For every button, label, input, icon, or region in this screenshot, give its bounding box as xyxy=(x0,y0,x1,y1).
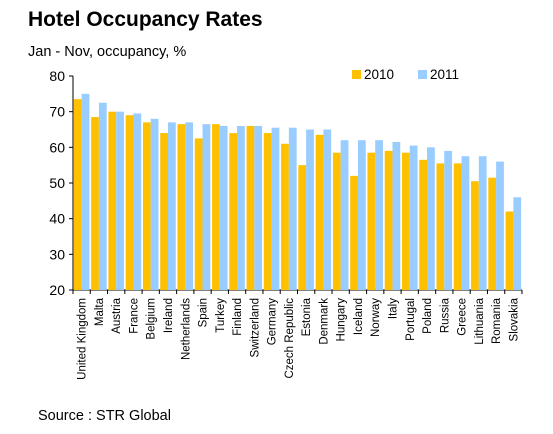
bar-2011 xyxy=(392,141,401,290)
bar-2011 xyxy=(185,122,194,290)
bar-2011 xyxy=(357,140,366,290)
bar-2010 xyxy=(350,175,358,290)
x-tick-label: Spain xyxy=(198,298,210,327)
x-tick-label: Netherlands xyxy=(180,298,192,360)
bar-2011 xyxy=(306,129,314,290)
bar-2010 xyxy=(160,133,168,290)
x-tick-label: Portugal xyxy=(405,298,417,341)
x-tick-label: Finland xyxy=(232,298,244,336)
bar-2010 xyxy=(91,117,99,291)
bar-2010 xyxy=(281,143,289,290)
bar-2011 xyxy=(81,93,90,290)
bar-2010 xyxy=(332,152,341,290)
x-tick-label: Greece xyxy=(457,298,469,336)
bar-2010 xyxy=(401,152,410,290)
legend-swatch-2011 xyxy=(418,70,427,79)
bar-2010 xyxy=(212,124,220,291)
chart-title: Hotel Occupancy Rates xyxy=(28,8,263,31)
y-tick-label: 30 xyxy=(49,246,65,262)
x-tick-label: Russia xyxy=(439,297,451,333)
x-tick-label: Romania xyxy=(491,297,503,344)
bar-2011 xyxy=(461,156,470,290)
bar-2010 xyxy=(246,125,255,290)
y-tick-label: 70 xyxy=(49,104,65,120)
x-tick-label: Slovakia xyxy=(508,297,520,341)
x-tick-label: Ireland xyxy=(163,298,175,333)
y-tick-label: 50 xyxy=(49,175,65,191)
legend-swatch-2010 xyxy=(352,70,361,79)
x-tick-label: United Kingdom xyxy=(77,298,89,380)
y-tick-label: 60 xyxy=(49,139,65,155)
y-tick-label: 20 xyxy=(49,282,65,298)
bar-2011 xyxy=(254,125,263,290)
legend-label-2010: 2010 xyxy=(364,67,394,82)
x-tick-label: Poland xyxy=(422,298,434,334)
bar-2010 xyxy=(471,181,479,290)
x-tick-label: France xyxy=(128,298,140,334)
bar-2011 xyxy=(444,150,453,290)
legend-label-2011: 2011 xyxy=(430,67,459,82)
x-tick-label: Austria xyxy=(111,297,123,333)
bar-2011 xyxy=(271,127,280,290)
x-tick-label: Belgium xyxy=(146,298,158,340)
bar-2011 xyxy=(150,118,159,290)
bar-2011 xyxy=(478,156,487,290)
bar-2011 xyxy=(167,122,176,290)
x-tick-label: Czech Republic xyxy=(284,298,296,379)
x-tick-label: Italy xyxy=(387,298,399,319)
bar-2010 xyxy=(298,165,307,290)
bar-2010 xyxy=(263,133,272,290)
bar-2010 xyxy=(177,124,186,291)
bar-2010 xyxy=(73,99,82,290)
bar-2010 xyxy=(108,111,117,291)
bar-2010 xyxy=(194,138,203,290)
x-tick-label: Iceland xyxy=(353,298,365,335)
y-tick-label: 80 xyxy=(49,68,65,84)
source-note: Source : STR Global xyxy=(38,408,171,424)
y-tick-label: 40 xyxy=(49,211,65,227)
bar-2011 xyxy=(496,161,504,290)
x-tick-label: Turkey xyxy=(215,298,227,333)
bar-2011 xyxy=(219,125,228,290)
bar-2010 xyxy=(384,150,393,290)
bar-2011 xyxy=(409,145,418,290)
bar-2010 xyxy=(505,211,514,290)
bar-2011 xyxy=(237,125,245,290)
bar-2011 xyxy=(375,140,383,290)
bar-2010 xyxy=(419,159,428,290)
bar-2010 xyxy=(488,177,497,290)
bar-2010 xyxy=(142,122,151,290)
x-tick-label: Germany xyxy=(267,298,279,346)
bar-2010 xyxy=(229,133,238,290)
bar-2010 xyxy=(315,134,324,290)
bar-2011 xyxy=(98,102,107,290)
x-tick-label: Switzerland xyxy=(249,298,261,357)
chart-subtitle: Jan - Nov, occupancy, % xyxy=(28,44,187,60)
bar-2011 xyxy=(340,140,349,290)
bar-2011 xyxy=(513,197,522,290)
x-tick-label: Norway xyxy=(370,298,382,337)
x-tick-label: Hungary xyxy=(336,298,348,342)
bar-2011 xyxy=(116,111,124,291)
x-tick-label: Estonia xyxy=(301,297,313,336)
bar-2011 xyxy=(288,127,297,290)
x-tick-label: Lithuania xyxy=(474,297,486,344)
x-tick-label: Denmark xyxy=(318,298,330,345)
bar-2010 xyxy=(453,163,462,290)
bar-2011 xyxy=(133,113,142,290)
x-tick-label: Malta xyxy=(94,297,106,326)
bar-2010 xyxy=(125,115,134,290)
bar-2011 xyxy=(323,129,332,290)
bar-2010 xyxy=(436,163,445,290)
bar-2010 xyxy=(367,152,376,290)
bar-2011 xyxy=(202,124,211,291)
bar-2011 xyxy=(427,147,435,290)
